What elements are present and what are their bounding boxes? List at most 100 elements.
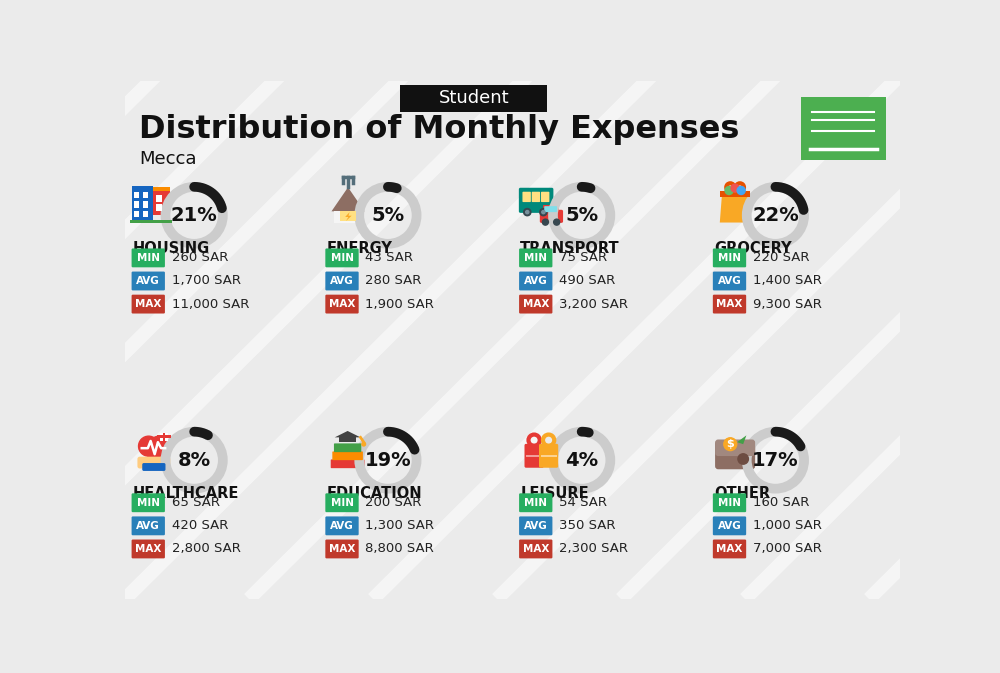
Text: 200 SAR: 200 SAR bbox=[365, 496, 422, 509]
Polygon shape bbox=[335, 431, 361, 437]
FancyBboxPatch shape bbox=[142, 463, 165, 471]
FancyBboxPatch shape bbox=[713, 540, 746, 559]
FancyBboxPatch shape bbox=[524, 444, 544, 468]
FancyBboxPatch shape bbox=[132, 516, 165, 535]
Text: MIN: MIN bbox=[330, 253, 354, 263]
Text: MIN: MIN bbox=[524, 253, 547, 263]
Text: 8,800 SAR: 8,800 SAR bbox=[365, 542, 434, 555]
Text: AVG: AVG bbox=[330, 276, 354, 286]
Text: HOUSING: HOUSING bbox=[133, 241, 210, 256]
FancyBboxPatch shape bbox=[325, 248, 359, 267]
FancyBboxPatch shape bbox=[713, 493, 746, 512]
Circle shape bbox=[540, 209, 547, 216]
Text: AVG: AVG bbox=[524, 276, 548, 286]
FancyBboxPatch shape bbox=[132, 186, 153, 221]
Text: AVG: AVG bbox=[136, 521, 160, 531]
FancyBboxPatch shape bbox=[519, 493, 552, 512]
FancyBboxPatch shape bbox=[715, 439, 755, 456]
Circle shape bbox=[731, 184, 739, 192]
Polygon shape bbox=[720, 191, 750, 223]
Text: 43 SAR: 43 SAR bbox=[365, 252, 413, 264]
Text: AVG: AVG bbox=[524, 521, 548, 531]
FancyBboxPatch shape bbox=[143, 192, 148, 198]
Circle shape bbox=[724, 437, 737, 451]
Text: AVG: AVG bbox=[718, 276, 741, 286]
Text: 11,000 SAR: 11,000 SAR bbox=[172, 297, 249, 311]
Text: 1,700 SAR: 1,700 SAR bbox=[172, 275, 240, 287]
Text: 5%: 5% bbox=[565, 206, 598, 225]
Text: Student: Student bbox=[438, 90, 509, 108]
FancyBboxPatch shape bbox=[334, 444, 361, 452]
FancyBboxPatch shape bbox=[160, 433, 168, 441]
FancyBboxPatch shape bbox=[153, 190, 170, 215]
Text: 54 SAR: 54 SAR bbox=[559, 496, 607, 509]
Text: 280 SAR: 280 SAR bbox=[365, 275, 422, 287]
Text: Mecca: Mecca bbox=[139, 149, 196, 168]
Text: GROCERY: GROCERY bbox=[714, 241, 792, 256]
Text: TRANSPORT: TRANSPORT bbox=[520, 241, 620, 256]
Circle shape bbox=[554, 219, 560, 225]
Polygon shape bbox=[737, 435, 746, 444]
FancyBboxPatch shape bbox=[713, 516, 746, 535]
Text: 420 SAR: 420 SAR bbox=[172, 520, 228, 532]
FancyBboxPatch shape bbox=[519, 248, 552, 267]
Text: MAX: MAX bbox=[716, 544, 743, 554]
Text: 1,300 SAR: 1,300 SAR bbox=[365, 520, 434, 532]
Text: LEISURE: LEISURE bbox=[520, 486, 589, 501]
Circle shape bbox=[725, 186, 733, 194]
FancyBboxPatch shape bbox=[325, 295, 359, 314]
Text: 19%: 19% bbox=[365, 451, 411, 470]
Text: 1,000 SAR: 1,000 SAR bbox=[753, 520, 822, 532]
FancyBboxPatch shape bbox=[143, 211, 148, 217]
FancyBboxPatch shape bbox=[325, 516, 359, 535]
Text: 17%: 17% bbox=[752, 451, 799, 470]
FancyBboxPatch shape bbox=[156, 204, 162, 211]
Text: MAX: MAX bbox=[716, 299, 743, 309]
Text: MAX: MAX bbox=[135, 299, 161, 309]
Polygon shape bbox=[331, 187, 365, 211]
Circle shape bbox=[737, 186, 745, 194]
Circle shape bbox=[362, 442, 366, 446]
Text: AVG: AVG bbox=[330, 521, 354, 531]
FancyBboxPatch shape bbox=[400, 85, 547, 112]
Text: MIN: MIN bbox=[137, 498, 160, 507]
Text: 2,300 SAR: 2,300 SAR bbox=[559, 542, 628, 555]
FancyBboxPatch shape bbox=[331, 460, 365, 468]
Polygon shape bbox=[345, 212, 352, 221]
Text: AVG: AVG bbox=[718, 521, 741, 531]
FancyBboxPatch shape bbox=[325, 272, 359, 291]
FancyBboxPatch shape bbox=[132, 248, 165, 267]
FancyBboxPatch shape bbox=[134, 201, 139, 208]
Circle shape bbox=[149, 436, 169, 456]
FancyBboxPatch shape bbox=[713, 295, 746, 314]
Text: OTHER: OTHER bbox=[714, 486, 770, 501]
FancyBboxPatch shape bbox=[532, 192, 540, 202]
FancyBboxPatch shape bbox=[519, 295, 552, 314]
FancyBboxPatch shape bbox=[132, 295, 165, 314]
Text: 22%: 22% bbox=[752, 206, 799, 225]
FancyBboxPatch shape bbox=[132, 272, 165, 291]
Circle shape bbox=[524, 209, 531, 216]
FancyBboxPatch shape bbox=[130, 220, 172, 223]
FancyBboxPatch shape bbox=[143, 201, 148, 208]
FancyBboxPatch shape bbox=[332, 452, 363, 460]
Text: MAX: MAX bbox=[329, 544, 355, 554]
FancyBboxPatch shape bbox=[715, 441, 755, 469]
Text: 65 SAR: 65 SAR bbox=[172, 496, 220, 509]
Text: MIN: MIN bbox=[524, 498, 547, 507]
Text: 7,000 SAR: 7,000 SAR bbox=[753, 542, 822, 555]
Text: 2,800 SAR: 2,800 SAR bbox=[172, 542, 240, 555]
FancyBboxPatch shape bbox=[539, 444, 558, 468]
Circle shape bbox=[542, 219, 548, 225]
FancyBboxPatch shape bbox=[519, 188, 553, 213]
Text: 9,300 SAR: 9,300 SAR bbox=[753, 297, 822, 311]
Text: MAX: MAX bbox=[135, 544, 161, 554]
FancyBboxPatch shape bbox=[325, 493, 359, 512]
Text: MIN: MIN bbox=[330, 498, 354, 507]
FancyBboxPatch shape bbox=[713, 272, 746, 291]
Text: MAX: MAX bbox=[523, 544, 549, 554]
FancyBboxPatch shape bbox=[543, 205, 559, 213]
FancyBboxPatch shape bbox=[541, 455, 557, 457]
FancyBboxPatch shape bbox=[541, 192, 549, 202]
Text: 21%: 21% bbox=[171, 206, 218, 225]
